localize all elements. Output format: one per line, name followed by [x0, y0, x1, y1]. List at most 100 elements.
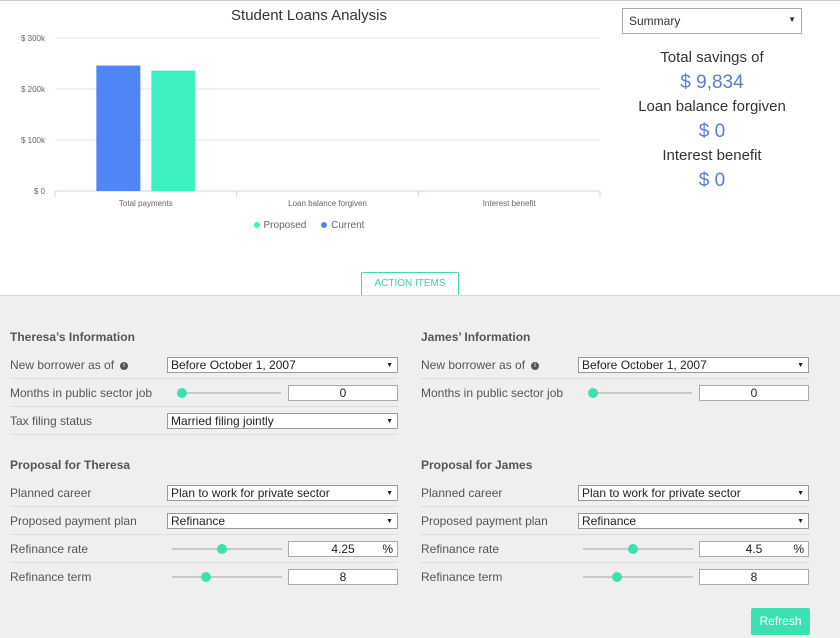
james-new-borrower-value: Before October 1, 2007	[582, 358, 707, 372]
james-months-slider[interactable]	[588, 388, 692, 398]
chevron-down-icon: ▼	[797, 490, 804, 497]
percent-sign: %	[793, 542, 804, 556]
summary-dropdown[interactable]: Summary ▼	[622, 8, 802, 34]
theresa-career-row: Planned career Plan to work for private …	[10, 479, 398, 507]
james-new-borrower-row: New borrower as of i Before October 1, 20…	[421, 351, 809, 379]
james-info-title: James’ Information	[421, 330, 531, 344]
legend-item-current[interactable]: Current	[321, 220, 364, 231]
legend-dot-current	[321, 222, 328, 229]
refresh-button[interactable]: Refresh	[751, 608, 810, 635]
info-icon[interactable]: i	[120, 361, 129, 370]
james-plan-row: Proposed payment plan Refinance ▼	[421, 507, 809, 535]
total-savings-label: Total savings of	[660, 49, 764, 66]
interest-benefit-value: $ 0	[698, 170, 726, 191]
summary-dropdown-value: Summary	[629, 14, 681, 28]
james-plan-label: Proposed payment plan	[421, 514, 548, 528]
james-months-value: 0	[750, 386, 758, 400]
james-rate-input[interactable]: 4.5%	[699, 541, 809, 557]
theresa-term-row: Refinance term 8	[10, 563, 398, 591]
action-items-button[interactable]: ACTION ITEMS	[361, 272, 459, 296]
theresa-proposal-title: Proposal for Theresa	[10, 458, 131, 472]
james-new-borrower-label: New borrower as of i	[421, 358, 540, 372]
james-rate-slider-handle[interactable]	[628, 544, 638, 554]
theresa-tax-select[interactable]: Married filing jointly ▼	[167, 413, 398, 429]
y-tick-label: $ 200k	[21, 85, 46, 94]
chevron-down-icon: ▼	[386, 362, 393, 369]
theresa-term-input[interactable]: 8	[288, 569, 398, 585]
bar-chart: $ 0 $ 100k $ 200k $ 300k Total payments Loan …	[21, 34, 601, 208]
theresa-plan-label: Proposed payment plan	[10, 514, 137, 528]
james-term-input[interactable]: 8	[699, 569, 809, 585]
total-savings-value: $ 9,834	[680, 72, 744, 93]
james-rate-value: 4.5	[745, 542, 763, 556]
james-career-value: Plan to work for private sector	[582, 486, 741, 500]
james-proposal-title: Proposal for James	[421, 458, 533, 472]
theresa-term-label: Refinance term	[10, 570, 92, 584]
theresa-months-label: Months in public sector job	[10, 386, 153, 400]
theresa-tax-label: Tax filing status	[10, 414, 93, 428]
james-term-value: 8	[750, 570, 758, 584]
theresa-rate-row: Refinance rate 4.25%	[10, 535, 398, 563]
chevron-down-icon: ▼	[788, 15, 796, 24]
theresa-new-borrower-text: New borrower as of	[10, 358, 115, 372]
loan-forgiven-value: $ 0	[698, 121, 726, 142]
james-career-select[interactable]: Plan to work for private sector ▼	[578, 485, 809, 501]
theresa-plan-row: Proposed payment plan Refinance ▼	[10, 507, 398, 535]
theresa-plan-select[interactable]: Refinance ▼	[167, 513, 398, 529]
theresa-new-borrower-select[interactable]: Before October 1, 2007 ▼	[167, 357, 398, 373]
james-new-borrower-text: New borrower as of	[421, 358, 526, 372]
james-term-slider-handle[interactable]	[612, 572, 622, 582]
theresa-rate-slider[interactable]	[172, 544, 282, 554]
theresa-rate-input[interactable]: 4.25%	[288, 541, 398, 557]
theresa-months-input[interactable]: 0	[288, 385, 398, 401]
james-months-input[interactable]: 0	[699, 385, 809, 401]
james-term-slider[interactable]	[583, 572, 693, 582]
theresa-months-slider-handle[interactable]	[177, 388, 187, 398]
james-months-row: Months in public sector job 0	[421, 379, 809, 407]
legend-label-current: Current	[331, 220, 365, 231]
james-rate-row: Refinance rate 4.5%	[421, 535, 809, 563]
y-tick-label: $ 300k	[21, 34, 46, 43]
y-tick-label: $ 100k	[21, 136, 46, 145]
bar-proposed	[151, 70, 196, 191]
theresa-term-slider[interactable]	[172, 572, 282, 582]
percent-sign: %	[382, 542, 393, 556]
form-panel: Theresa’s Information New borrower as of…	[0, 295, 840, 638]
x-tick-label: Loan balance forgiven	[288, 199, 367, 208]
james-rate-label: Refinance rate	[421, 542, 500, 556]
theresa-months-slider[interactable]	[177, 388, 281, 398]
legend-item-proposed[interactable]: Proposed	[253, 220, 307, 231]
james-months-slider-handle[interactable]	[588, 388, 598, 398]
theresa-career-value: Plan to work for private sector	[171, 486, 330, 500]
chevron-down-icon: ▼	[386, 418, 393, 425]
chevron-down-icon: ▼	[797, 362, 804, 369]
theresa-new-borrower-value: Before October 1, 2007	[171, 358, 296, 372]
james-plan-select[interactable]: Refinance ▼	[578, 513, 809, 529]
james-months-label: Months in public sector job	[421, 386, 564, 400]
theresa-term-slider-handle[interactable]	[201, 572, 211, 582]
chart-legend: Proposed Current	[0, 220, 618, 231]
theresa-info-title: Theresa’s Information	[10, 330, 135, 344]
james-term-label: Refinance term	[421, 570, 503, 584]
info-icon[interactable]: i	[531, 361, 540, 370]
theresa-new-borrower-label: New borrower as of i	[10, 358, 129, 372]
theresa-term-value: 8	[339, 570, 347, 584]
james-career-label: Planned career	[421, 486, 503, 500]
theresa-months-value: 0	[339, 386, 347, 400]
theresa-rate-label: Refinance rate	[10, 542, 89, 556]
x-tick-label: Total payments	[119, 199, 173, 208]
theresa-career-select[interactable]: Plan to work for private sector ▼	[167, 485, 398, 501]
theresa-career-label: Planned career	[10, 486, 92, 500]
theresa-months-row: Months in public sector job 0	[10, 379, 398, 407]
theresa-rate-slider-handle[interactable]	[217, 544, 227, 554]
x-tick-label: Interest benefit	[483, 199, 537, 208]
theresa-tax-value: Married filing jointly	[171, 414, 274, 428]
theresa-new-borrower-row: New borrower as of i Before October 1, 20…	[10, 351, 398, 379]
chevron-down-icon: ▼	[386, 518, 393, 525]
legend-label-proposed: Proposed	[263, 220, 307, 231]
theresa-tax-row: Tax filing status Married filing jointly…	[10, 407, 398, 435]
james-rate-slider[interactable]	[583, 544, 693, 554]
chart-title: Student Loans Analysis	[231, 7, 387, 24]
y-tick-label: $ 0	[34, 187, 46, 196]
james-new-borrower-select[interactable]: Before October 1, 2007 ▼	[578, 357, 809, 373]
